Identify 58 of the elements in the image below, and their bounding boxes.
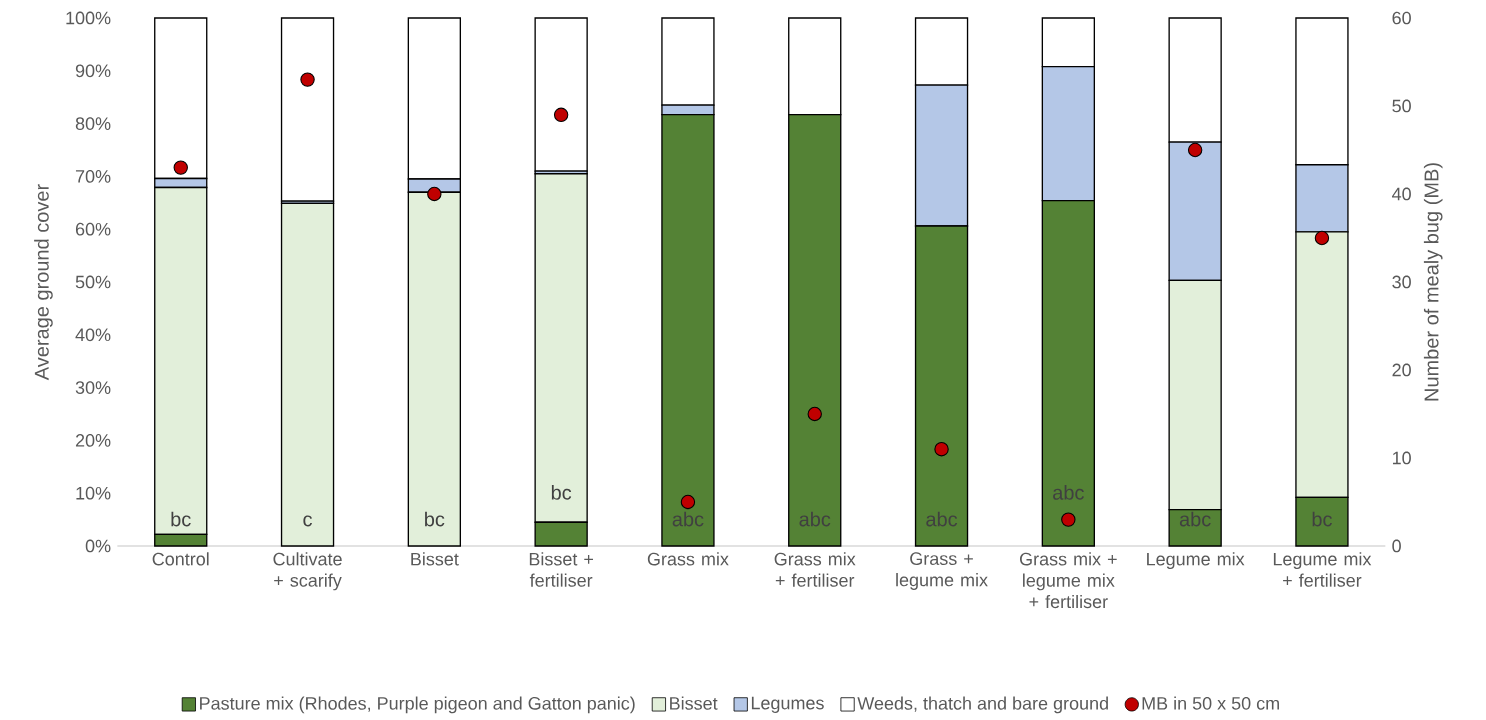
y-tick-label: 60%	[75, 222, 111, 236]
point	[807, 406, 822, 422]
bar	[280, 202, 335, 547]
y2-axis-title: Number of mealy bug (MB)	[1423, 163, 1443, 401]
annotation: abc	[799, 511, 831, 527]
annotation: abc	[1053, 485, 1084, 500]
point	[1187, 142, 1203, 158]
legend-label: Pasture mix (Rhodes, Purple pigeon and Gatton panic)	[200, 696, 635, 714]
point	[427, 186, 442, 202]
y-tick-label: 40%	[75, 328, 111, 342]
y-tick-label: 30%	[75, 381, 111, 394]
x-tick-label: Grass + legume mix	[896, 552, 988, 590]
point	[1061, 512, 1076, 527]
x-tick-label: Cultivate + scarify	[273, 552, 342, 591]
annotation: c	[303, 515, 313, 527]
y-tick-label: 100%	[66, 11, 111, 25]
x-tick-label: Grass mix + legume mix + fertiliser	[1019, 552, 1117, 609]
annotation: bc	[1312, 511, 1332, 527]
point	[1314, 230, 1330, 246]
x-tick-label: Control	[152, 552, 209, 566]
y-tick-label: 0%	[85, 539, 111, 553]
x-tick-label: Legume mix	[1147, 552, 1245, 570]
legend-label: Weeds, thatch and bare ground	[857, 696, 1108, 714]
point	[934, 441, 949, 457]
point	[300, 72, 315, 87]
x-tick-label: Bisset	[411, 552, 459, 566]
point	[680, 494, 696, 510]
y-axis-title: Average ground cover	[34, 184, 53, 381]
y2-tick-label: 10	[1392, 451, 1411, 465]
y2-tick-label: 50	[1392, 99, 1411, 113]
y-tick-label: 80%	[75, 117, 111, 130]
annotation: bc	[171, 511, 191, 527]
annotation: abc	[1179, 511, 1211, 527]
y-tick-label: 10%	[76, 486, 111, 500]
legend-label: Legumes	[751, 696, 824, 713]
bar	[534, 17, 588, 172]
annotation: abc	[926, 511, 958, 527]
legend-label: MB in 50 x 50 cm	[1142, 696, 1279, 710]
y2-tick-label: 20	[1392, 363, 1411, 377]
annotation: abc	[672, 511, 704, 527]
y2-tick-label: 0	[1392, 539, 1401, 553]
y-tick-label: 50%	[75, 275, 111, 289]
annotation: bc	[425, 511, 445, 527]
y-tick-label: 90%	[75, 64, 111, 78]
annotation: bc	[551, 485, 572, 500]
y-tick-label: 70%	[75, 170, 111, 183]
y2-tick-label: 30	[1392, 275, 1411, 289]
point	[553, 107, 569, 122]
point	[173, 160, 188, 175]
x-tick-label: Legume mix + fertiliser	[1273, 552, 1372, 587]
x-tick-label: Bisset + fertiliser	[529, 552, 594, 587]
bar	[280, 17, 335, 202]
y2-tick-label: 40	[1392, 187, 1411, 201]
x-tick-label: Grass mix	[647, 552, 729, 566]
y-tick-label: 20%	[75, 434, 111, 447]
y2-tick-label: 60	[1392, 11, 1411, 25]
x-tick-label: Grass mix + fertiliser	[774, 552, 856, 587]
legend-label: Bisset	[670, 696, 718, 710]
